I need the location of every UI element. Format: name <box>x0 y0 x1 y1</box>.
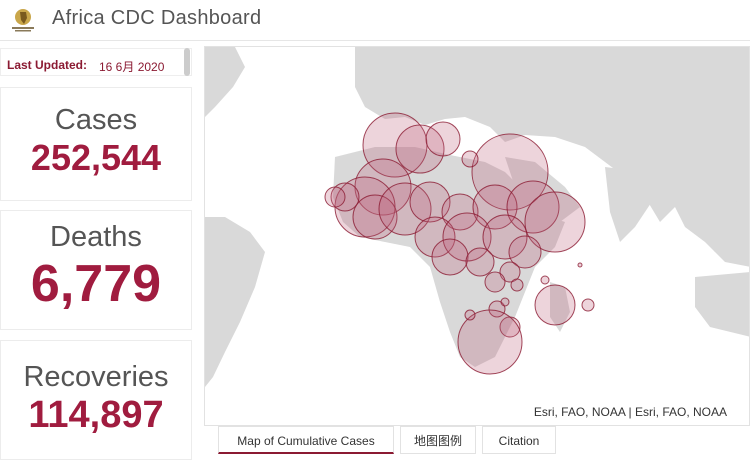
app-title: Africa CDC Dashboard <box>52 7 262 29</box>
bubble[interactable] <box>524 191 586 253</box>
land-australia <box>695 272 749 337</box>
bubble[interactable] <box>457 309 523 375</box>
last-updated-panel: Last Updated: 16 6月 2020 <box>0 48 192 76</box>
deaths-card: Deaths 6,779 <box>0 210 192 330</box>
land-madagascar <box>550 282 570 332</box>
sea-mediterranean <box>395 125 505 159</box>
bubble[interactable] <box>577 262 583 268</box>
bubble[interactable] <box>499 261 521 283</box>
bubble[interactable] <box>472 184 518 230</box>
bubble[interactable] <box>442 212 492 262</box>
bubble[interactable] <box>378 182 432 236</box>
cases-label: Cases <box>54 104 138 136</box>
bubble[interactable] <box>510 278 524 292</box>
bubble[interactable] <box>500 297 510 307</box>
bubble[interactable] <box>484 271 506 293</box>
deaths-value: 6,779 <box>30 255 162 313</box>
bubble[interactable] <box>540 275 550 285</box>
land-south-america <box>205 217 265 387</box>
bubble[interactable] <box>508 235 542 269</box>
africa-cdc-logo <box>12 9 34 32</box>
bubble[interactable] <box>581 298 595 312</box>
scrollbar[interactable] <box>184 48 190 76</box>
bubble[interactable] <box>425 121 461 157</box>
recoveries-card: Recoveries 114,897 <box>0 340 192 460</box>
recoveries-value: 114,897 <box>28 394 164 436</box>
app-header: Africa CDC Dashboard <box>0 0 750 41</box>
bubble[interactable] <box>482 214 528 260</box>
bubble[interactable] <box>441 193 479 231</box>
cases-card: Cases 252,544 <box>0 87 192 201</box>
land-southeast-asia <box>685 187 749 257</box>
bubble[interactable] <box>431 238 469 276</box>
bubble[interactable] <box>352 194 398 240</box>
bubble[interactable] <box>324 186 346 208</box>
land-india <box>605 167 655 242</box>
tab-map-of-cumulative-cases[interactable]: Map of Cumulative Cases <box>218 426 394 454</box>
land-arabia <box>505 157 580 222</box>
tab-citation[interactable]: Citation <box>482 426 556 454</box>
land-north-america <box>205 47 245 117</box>
map-attribution: Esri, FAO, NOAA | Esri, FAO, NOAA <box>533 405 727 419</box>
bubble[interactable] <box>409 181 451 223</box>
tab-legend[interactable]: 地图图例 <box>400 426 476 454</box>
last-updated-value: 16 6月 2020 <box>99 60 165 74</box>
recoveries-label: Recoveries <box>23 361 169 393</box>
last-updated-label: Last Updated: <box>7 58 88 72</box>
bubble[interactable] <box>488 300 506 318</box>
cases-value: 252,544 <box>30 137 162 178</box>
map-canvas[interactable] <box>205 47 750 426</box>
bubble[interactable] <box>465 247 495 277</box>
deaths-label: Deaths <box>50 221 142 253</box>
bubble[interactable] <box>471 133 549 211</box>
bubble[interactable] <box>395 124 445 174</box>
case-bubbles <box>324 112 595 375</box>
bubble[interactable] <box>461 150 479 168</box>
land-eurasia <box>355 47 749 267</box>
bubble[interactable] <box>506 180 560 234</box>
bubble[interactable] <box>534 284 576 326</box>
map-panel[interactable]: Esri, FAO, NOAA | Esri, FAO, NOAA <box>204 46 750 426</box>
bubble[interactable] <box>464 309 476 321</box>
